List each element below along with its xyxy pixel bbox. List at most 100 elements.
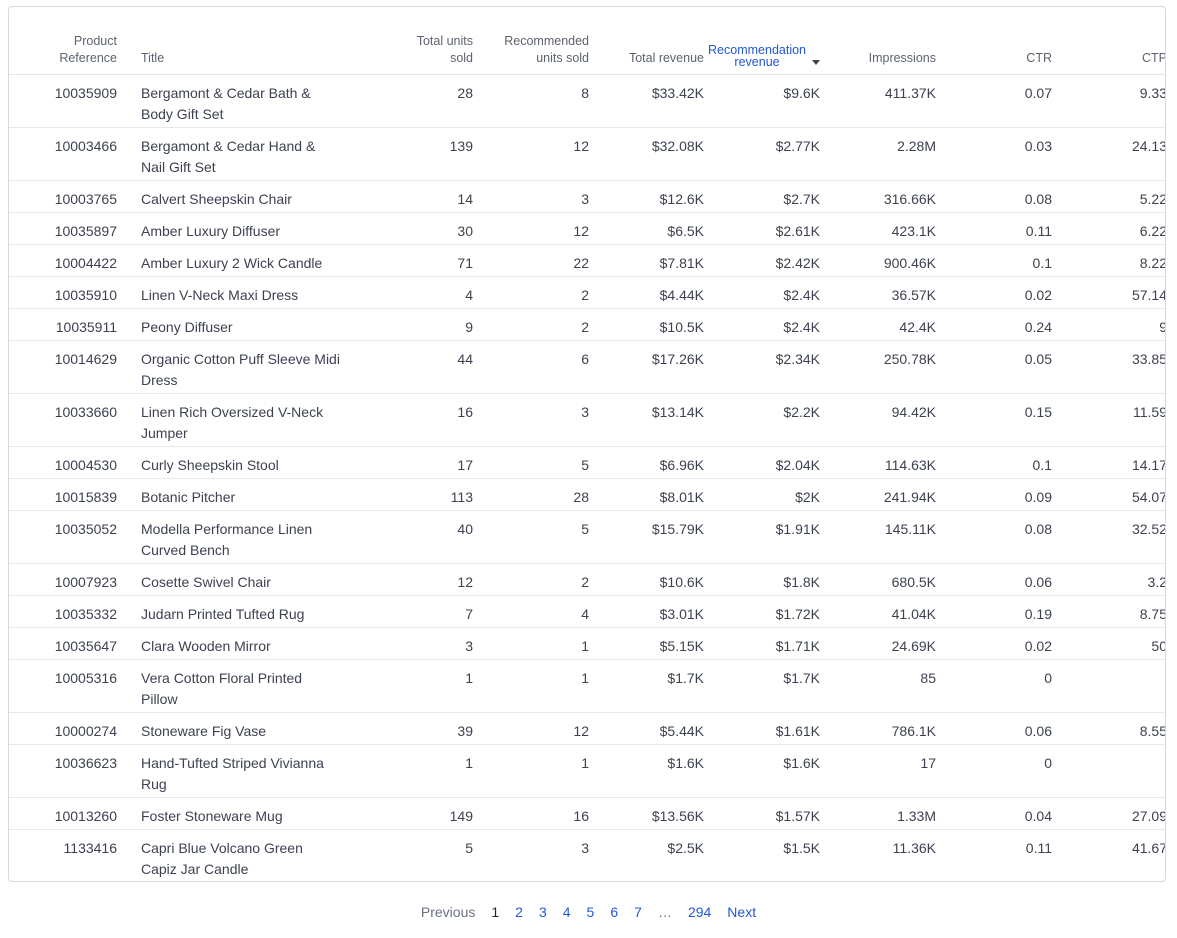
column-header-ctr[interactable]: CTR [944,7,1060,75]
cell-title: Calvert Sheepskin Chair [125,180,359,213]
cell-ctp: 24.13 [1060,127,1165,181]
table-row[interactable]: 10035052 Modella Performance Linen Curved… [9,510,1165,564]
cell-recommendation-revenue: $1.61K [712,712,828,745]
table-row[interactable]: 10035332 Judarn Printed Tufted Rug 7 4 $3.01… [9,595,1165,628]
cell-title: Stoneware Fig Vase [125,712,359,745]
pagination-page-5[interactable]: 5 [586,904,595,920]
pagination-page-7[interactable]: 7 [634,904,642,920]
pagination-next-button[interactable]: Next [727,904,757,920]
cell-total-units-sold: 12 [359,563,481,596]
cell-impressions: 241.94K [828,478,944,511]
cell-ctp: 41.67 [1131,839,1166,856]
cell-ctr: 0 [944,659,1060,713]
cell-recommended-units-sold: 2 [481,276,597,309]
cell-title: Organic Cotton Puff Sleeve Midi Dress [125,340,359,394]
table-row[interactable]: 10015839 Botanic Pitcher 113 28 $8.01K $2K 241… [9,478,1165,511]
table-row[interactable]: 10035909 Bergamont & Cedar Bath & Body Gi… [9,74,1165,128]
cell-recommended-units-sold: 12 [481,127,597,181]
column-header-ctp[interactable]: CTP [1060,7,1165,75]
cell-title: Capri Blue Volcano Green Capiz Jar Candl… [141,839,303,877]
cell-title: Bergamont & Cedar Hand & Nail Gift Set [125,127,359,181]
cell-recommendation-revenue: $1.7K [712,659,828,713]
cell-product-reference: 10035910 [9,276,125,309]
cell-ctp: 9 [1060,308,1165,341]
cell-recommended-units-sold: 8 [481,74,597,128]
table-row[interactable]: 10035911 Peony Diffuser 9 2 $10.5K $2.4K 42.4K… [9,308,1165,341]
column-header-total-revenue[interactable]: Total revenue [597,7,712,75]
table-header-row: Product Reference Title Total units sold… [9,7,1165,75]
cell-impressions: 423.1K [828,212,944,245]
cell-impressions: 145.11K [828,510,944,564]
cell-ctp: 33.85 [1060,340,1165,394]
cell-ctr: 0.06 [944,712,1060,745]
cell-recommendation-revenue: $2.61K [712,212,828,245]
cell-impressions: 250.78K [828,340,944,394]
table-row[interactable]: 10003466 Bergamont & Cedar Hand & Nail Gi… [9,127,1165,181]
cell-total-units-sold: 17 [359,446,481,479]
table-row[interactable]: 10035647 Clara Wooden Mirror 3 1 $5.15K $1.71… [9,627,1165,660]
column-header-total-units-sold[interactable]: Total units sold [359,7,481,75]
table-row[interactable]: 1133416 Capri Blue Volcano Green Capiz Ja… [9,829,1166,881]
pagination-page-4[interactable]: 4 [562,904,571,920]
pagination-page-2[interactable]: 2 [515,904,523,920]
cell-product-reference: 10035647 [9,627,125,660]
cell-product-reference: 10035909 [9,74,125,128]
cell-recommended-units-sold: 1 [481,744,597,798]
cell-ctp: 57.14 [1060,276,1165,309]
table-row[interactable]: 10033660 Linen Rich Oversized V-Neck Jump… [9,393,1165,447]
table-row[interactable]: 10004422 Amber Luxury 2 Wick Candle 71 22 $7… [9,244,1165,277]
cell-total-revenue: $5.44K [597,712,712,745]
cell-impressions: 17 [828,744,944,798]
cell-ctp: 8.22 [1060,244,1165,277]
column-header-recommended-units-sold[interactable]: Recommended units sold [481,7,597,75]
cell-impressions: 114.63K [828,446,944,479]
cell-product-reference: 10007923 [9,563,125,596]
cell-ctr: 0.08 [944,510,1060,564]
table-row[interactable]: 10035910 Linen V-Neck Maxi Dress 4 2 $4.44K $… [9,276,1165,309]
cell-recommended-units-sold: 1 [481,627,597,660]
pagination-previous-button[interactable]: Previous [420,904,476,920]
cell-recommendation-revenue: $2.77K [712,127,828,181]
table-row[interactable]: 10005316 Vera Cotton Floral Printed Pillo… [9,659,1165,713]
cell-product-reference: 10004422 [9,244,125,277]
cell-impressions: 11.36K [892,839,936,856]
cell-ctr: 0.19 [944,595,1060,628]
table-row[interactable]: 10000274 Stoneware Fig Vase 39 12 $5.44K $1.6… [9,712,1165,745]
cell-title: Linen Rich Oversized V-Neck Jumper [125,393,359,447]
table-row[interactable]: 10007923 Cosette Swivel Chair 12 2 $10.6K $1.… [9,563,1165,596]
cell-product-reference: 10035332 [9,595,125,628]
cell-recommended-units-sold: 5 [481,510,597,564]
table-row[interactable]: 10004530 Curly Sheepskin Stool 17 5 $6.96K $2… [9,446,1165,479]
pagination-page-6[interactable]: 6 [610,904,619,920]
cell-recommended-units-sold: 3 [481,393,597,447]
table-row[interactable]: 10014629 Organic Cotton Puff Sleeve Midi … [9,340,1165,394]
table-row[interactable]: 10013260 Foster Stoneware Mug 149 16 $13.56K… [9,797,1165,830]
cell-product-reference: 1133416 [63,839,117,856]
table-body: 10035909 Bergamont & Cedar Bath & Body Gi… [9,74,1166,881]
cell-ctr: 0.05 [944,340,1060,394]
cell-impressions: 41.04K [828,595,944,628]
cell-ctr: 0 [944,744,1060,798]
sort-descending-icon[interactable] [812,59,820,65]
pagination-page-3[interactable]: 3 [538,904,547,920]
column-header-recommendation-revenue[interactable]: Recommendation revenue [708,7,828,75]
cell-recommended-units-sold: 1 [481,659,597,713]
cell-total-units-sold: 113 [359,478,481,511]
column-header-impressions[interactable]: Impressions [828,7,944,75]
column-header-title[interactable]: Title [125,7,359,75]
table-row[interactable]: 10035897 Amber Luxury Diffuser 30 12 $6.5K $2… [9,212,1165,245]
cell-impressions: 36.57K [828,276,944,309]
cell-product-reference: 10036623 [9,744,125,798]
cell-title: Cosette Swivel Chair [125,563,359,596]
cell-recommended-units-sold: 16 [481,797,597,830]
table-row[interactable]: 10003765 Calvert Sheepskin Chair 14 3 $12.6K… [9,180,1165,213]
cell-total-revenue: $3.01K [597,595,712,628]
cell-total-revenue: $12.6K [597,180,712,213]
cell-ctr: 0.15 [944,393,1060,447]
column-header-product-reference[interactable]: Product Reference [9,7,125,75]
cell-total-revenue: $6.5K [597,212,712,245]
pagination-page-1[interactable]: 1 [491,904,500,920]
cell-ctp: 8.55 [1060,712,1165,745]
pagination-page-last[interactable]: 294 [687,904,712,920]
table-row[interactable]: 10036623 Hand-Tufted Striped Vivianna Rug… [9,744,1165,798]
